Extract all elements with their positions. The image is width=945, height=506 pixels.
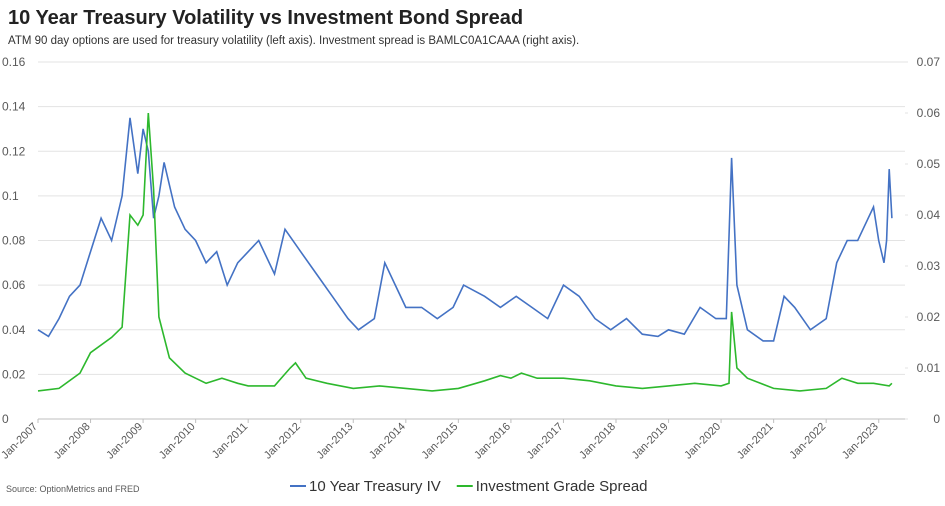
y2-tick-label: 0.02 [917, 310, 941, 324]
y-tick-label: 0.08 [2, 234, 26, 248]
x-tick-label: Jan-2009 [104, 421, 145, 462]
y2-tick-label: 0.01 [917, 361, 941, 375]
x-tick-label: Jan-2017 [525, 421, 566, 462]
x-tick-label: Jan-2020 [682, 421, 723, 462]
x-tick-label: Jan-2021 [735, 421, 776, 462]
x-tick-label: Jan-2018 [577, 421, 618, 462]
y-tick-label: 0.04 [2, 323, 26, 337]
y-tick-label: 0.06 [2, 278, 26, 292]
x-tick-label: Jan-2014 [367, 421, 408, 462]
x-tick-label: Jan-2010 [157, 421, 198, 462]
y-tick-label: 0.02 [2, 367, 26, 381]
x-tick-label: Jan-2022 [787, 421, 828, 462]
legend-label: 10 Year Treasury IV [309, 478, 441, 495]
x-tick-label: Jan-2013 [314, 421, 355, 462]
y-tick-label: 0.12 [2, 144, 26, 158]
legend-label: Investment Grade Spread [476, 478, 648, 495]
series-line [37, 117, 893, 342]
y2-tick-label: 0.07 [917, 55, 941, 69]
x-tick-label: Jan-2016 [472, 421, 513, 462]
x-tick-label: Jan-2023 [840, 421, 881, 462]
chart-subtitle: ATM 90 day options are used for treasury… [8, 35, 579, 47]
x-tick-label: Jan-2019 [630, 421, 671, 462]
series-line [37, 112, 893, 392]
y-tick-label: 0.14 [2, 100, 26, 114]
x-tick-label: Jan-2007 [0, 421, 40, 462]
y-tick-label: 0 [2, 412, 9, 426]
y2-tick-label: 0.03 [917, 259, 941, 273]
x-tick-label: Jan-2015 [420, 421, 461, 462]
chart-title: 10 Year Treasury Volatility vs Investmen… [8, 7, 523, 29]
source: Source: OptionMetrics and FRED [6, 484, 140, 494]
x-tick-label: Jan-2008 [52, 421, 93, 462]
y-tick-label: 0.16 [2, 55, 26, 69]
y2-tick-label: 0.04 [917, 208, 941, 222]
y2-tick-label: 0.05 [917, 157, 941, 171]
y2-tick-label: 0.06 [917, 106, 941, 120]
y2-tick-label: 0 [933, 412, 940, 426]
x-tick-label: Jan-2011 [210, 421, 250, 461]
y-tick-label: 0.1 [2, 189, 19, 203]
x-tick-label: Jan-2012 [262, 421, 303, 462]
